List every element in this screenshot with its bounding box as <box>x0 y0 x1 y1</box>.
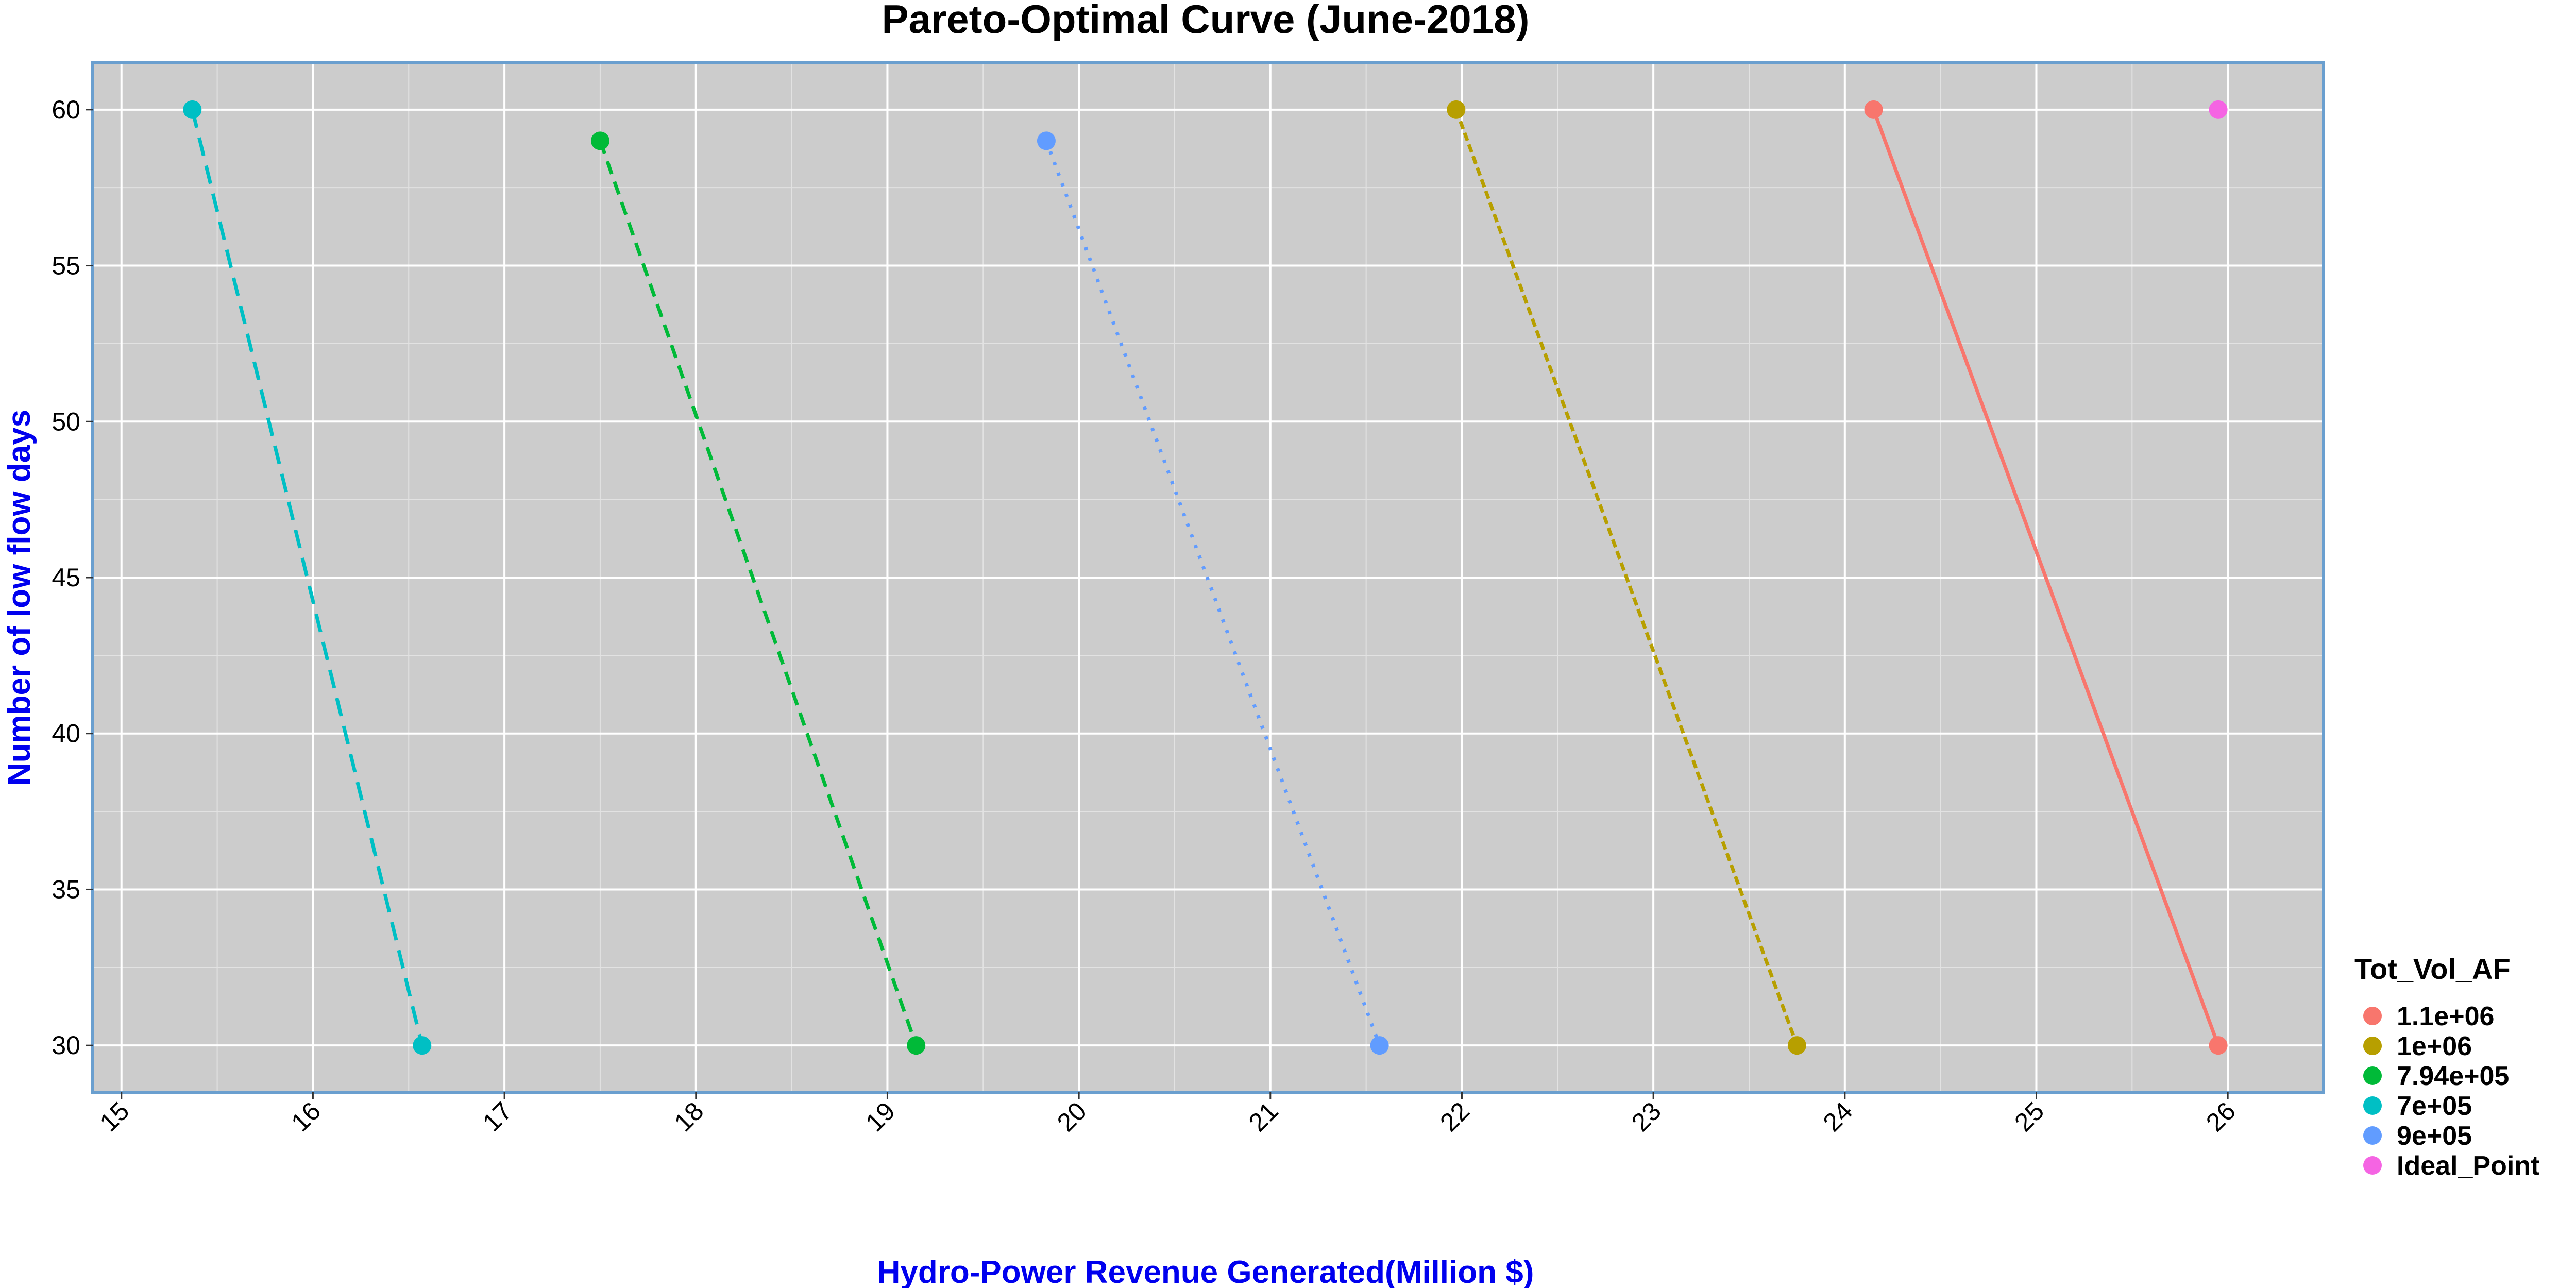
legend-key <box>2363 1066 2382 1085</box>
data-point <box>2209 1036 2228 1055</box>
legend-key <box>2363 1037 2382 1055</box>
data-point <box>1787 1036 1806 1055</box>
x-tick-label: 22 <box>1434 1096 1475 1137</box>
legend-items: 1.1e+061e+067.94e+057e+059e+05Ideal_Poin… <box>2363 1002 2539 1181</box>
legend-title: Tot_Vol_AF <box>2354 953 2511 985</box>
x-tick-label: 16 <box>285 1096 326 1137</box>
x-tick-label: 25 <box>2009 1096 2049 1137</box>
y-tick-label: 50 <box>52 407 80 436</box>
data-point <box>1447 100 1466 119</box>
y-axis-title: Number of low flow days <box>2 410 37 786</box>
x-tick-label: 23 <box>1626 1096 1667 1137</box>
legend-label: 1e+06 <box>2397 1031 2472 1061</box>
grid-major <box>93 63 2324 1092</box>
legend-label: 7e+05 <box>2397 1091 2472 1121</box>
x-axis-ticks: 15 16 17 18 19 20 21 22 23 24 25 26 <box>94 1092 2241 1137</box>
y-tick-label: 35 <box>52 875 80 904</box>
legend-label: 1.1e+06 <box>2397 1002 2494 1031</box>
series-lines <box>190 109 2220 1046</box>
data-point <box>1037 131 1056 150</box>
series-line <box>598 140 918 1046</box>
legend-key <box>2363 1156 2382 1175</box>
x-tick-label: 17 <box>477 1096 518 1137</box>
legend-label: 9e+05 <box>2397 1121 2472 1151</box>
series-points <box>183 100 2228 1055</box>
legend-key <box>2363 1096 2382 1115</box>
x-tick-label: 20 <box>1052 1096 1092 1137</box>
data-point <box>413 1036 432 1055</box>
data-point <box>1370 1036 1389 1055</box>
data-point <box>2209 100 2228 119</box>
chart-title: Pareto-Optimal Curve (June-2018) <box>882 0 1529 42</box>
legend-label: 7.94e+05 <box>2397 1061 2509 1091</box>
data-point <box>907 1036 926 1055</box>
y-tick-label: 30 <box>52 1031 80 1060</box>
x-tick-label: 24 <box>1818 1096 1858 1137</box>
legend: Tot_Vol_AF 1.1e+061e+067.94e+057e+059e+0… <box>2354 953 2539 1181</box>
data-point <box>183 100 202 119</box>
legend-key <box>2363 1126 2382 1145</box>
x-tick-label: 19 <box>860 1096 901 1137</box>
x-axis-title: Hydro-Power Revenue Generated(Million $) <box>877 1255 1534 1288</box>
series-line <box>1454 109 1799 1046</box>
x-tick-label: 21 <box>1243 1096 1284 1137</box>
series-line <box>1872 109 2220 1046</box>
y-tick-label: 40 <box>52 719 80 748</box>
y-tick-label: 45 <box>52 563 80 592</box>
y-tick-label: 60 <box>52 95 80 124</box>
series-line <box>1044 140 1381 1046</box>
y-axis-ticks: 30 35 40 45 50 55 60 <box>52 95 93 1060</box>
x-tick-label: 26 <box>2200 1096 2241 1137</box>
series-line <box>190 109 424 1046</box>
legend-label: Ideal_Point <box>2397 1151 2539 1181</box>
x-tick-label: 15 <box>94 1096 135 1137</box>
data-point <box>590 131 609 150</box>
y-tick-label: 55 <box>52 251 80 280</box>
data-point <box>1864 100 1883 119</box>
x-tick-label: 18 <box>669 1096 709 1137</box>
legend-key <box>2363 1007 2382 1025</box>
